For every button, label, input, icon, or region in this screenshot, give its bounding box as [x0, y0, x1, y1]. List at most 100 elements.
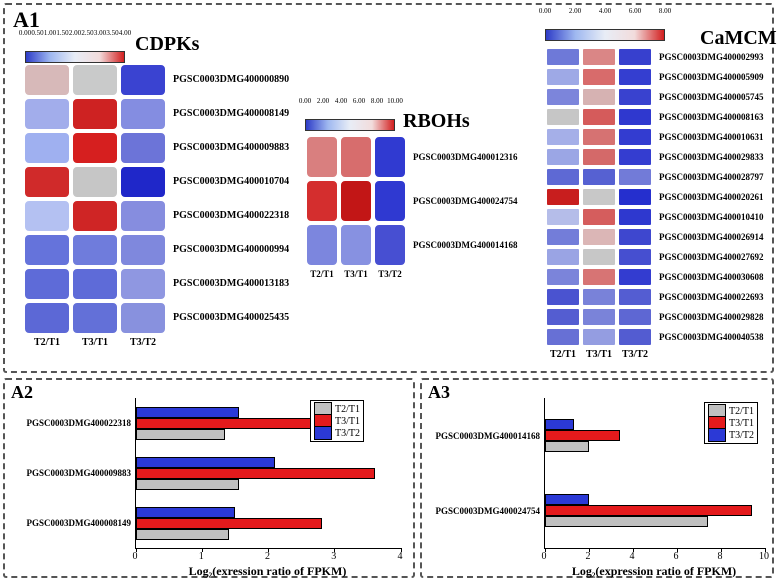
heatmap-row-label: PGSC0003DMG400030608: [659, 272, 764, 282]
heatmap-row-label: PGSC0003DMG400002993: [659, 52, 764, 62]
heatmap-cell: [617, 247, 653, 267]
heatmap-row-label: PGSC0003DMG400027692: [659, 252, 764, 262]
camcml-title: CaMCML: [700, 27, 777, 50]
bar-T3-T2: [136, 457, 275, 468]
heatmap-cell: [339, 223, 373, 267]
legend-ticks: 0.000.501.001.502.002.503.003.504.00: [25, 41, 125, 51]
xtick: 0: [542, 551, 547, 562]
legend-tick: 6.00: [629, 7, 641, 15]
bar-T2-T1: [545, 441, 589, 452]
heatmap-row-label: PGSC0003DMG400028797: [659, 172, 764, 182]
bar-group-label: PGSC0003DMG400009883: [9, 468, 131, 478]
heatmap-col-label: T3/T2: [119, 337, 167, 348]
legend-tick: 2.00: [569, 7, 581, 15]
heatmap-row: [23, 301, 167, 335]
heatmap-cell: [581, 167, 617, 187]
heatmap-col-label: T3/T1: [339, 269, 373, 279]
heatmap-row-label: PGSC0003DMG400014168: [413, 240, 518, 250]
xtick: 2: [265, 551, 270, 562]
heatmap-cell: [305, 135, 339, 179]
legend-tick: 2.50: [81, 29, 93, 37]
cdpk-title: CDPKs: [135, 33, 199, 56]
heatmap-cell: [339, 135, 373, 179]
heatmap-cell: [581, 207, 617, 227]
xtick: 3: [331, 551, 336, 562]
heatmap-cell: [581, 307, 617, 327]
heatmap-cell: [23, 199, 71, 233]
heatmap-cell: [119, 63, 167, 97]
panel-a2: A2 PGSC0003DMG400022318PGSC0003DMG400009…: [3, 378, 415, 578]
legend-bar: [25, 51, 125, 63]
heatmap-cell: [545, 307, 581, 327]
bar-group-label: PGSC0003DMG400008149: [9, 518, 131, 528]
heatmap-row-label: PGSC0003DMG400008149: [173, 108, 289, 119]
heatmap-cell: [23, 233, 71, 267]
rboh-title: RBOHs: [403, 110, 470, 133]
heatmap-cell: [581, 107, 617, 127]
heatmap-cell: [23, 97, 71, 131]
camcml-legend: 0.002.004.006.008.00: [545, 19, 665, 41]
heatmap-row: [23, 131, 167, 165]
legend-tick: 8.00: [371, 97, 383, 105]
heatmap-cell: [71, 199, 119, 233]
xtick: 4: [398, 551, 403, 562]
heatmap-row-label: PGSC0003DMG400000890: [173, 74, 289, 85]
a3-legend: T2/T1T3/T1T3/T2: [704, 402, 758, 444]
legend-tick: 1.00: [44, 29, 56, 37]
heatmap-row: [23, 63, 167, 97]
heatmap-cell: [119, 165, 167, 199]
heatmap-cell: [545, 87, 581, 107]
xtick: 0: [133, 551, 138, 562]
legend-ticks: 0.002.004.006.008.0010.00: [305, 109, 395, 119]
heatmap-row-label: PGSC0003DMG400008163: [659, 112, 764, 122]
panel-a1: A1 CDPKs 0.000.501.001.502.002.503.003.5…: [3, 3, 774, 373]
heatmap-col-label: T2/T1: [305, 269, 339, 279]
heatmap-cell: [581, 187, 617, 207]
legend-label: T3/T1: [335, 416, 360, 427]
bar-T3-T1: [136, 418, 325, 429]
heatmap-row-label: PGSC0003DMG400010410: [659, 212, 764, 222]
heatmap-row-label: PGSC0003DMG400029828: [659, 312, 764, 322]
bar-T3-T1: [136, 468, 375, 479]
heatmap-cell: [119, 199, 167, 233]
heatmap-cell: [545, 47, 581, 67]
bar-T3-T2: [545, 494, 589, 505]
heatmap-row: [545, 207, 653, 227]
heatmap-row: [305, 223, 407, 267]
heatmap-cell: [617, 267, 653, 287]
bar-T2-T1: [136, 479, 239, 490]
heatmap-row: [545, 67, 653, 87]
heatmap-row: [305, 135, 407, 179]
heatmap-cell: [71, 267, 119, 301]
panel-a3: A3 PGSC0003DMG400014168PGSC0003DMG400024…: [420, 378, 774, 578]
bar-T2-T1: [136, 529, 229, 540]
heatmap-row-label: PGSC0003DMG400009883: [173, 142, 289, 153]
legend-tick: 0.00: [539, 7, 551, 15]
legend-label: T3/T1: [729, 418, 754, 429]
legend-tick: 0.50: [31, 29, 43, 37]
panel-a3-label: A3: [428, 382, 450, 403]
heatmap-cell: [23, 267, 71, 301]
heatmap-row: [23, 165, 167, 199]
xtick: 4: [630, 551, 635, 562]
heatmap-cell: [581, 47, 617, 67]
heatmap-col-label: T2/T1: [23, 337, 71, 348]
heatmap-row: [545, 247, 653, 267]
heatmap-cell: [305, 179, 339, 223]
legend-label: T2/T1: [335, 404, 360, 415]
heatmap-cell: [119, 131, 167, 165]
heatmap-row: [545, 227, 653, 247]
legend-swatch: [314, 426, 332, 440]
heatmap-cell: [617, 47, 653, 67]
heatmap-cell: [71, 63, 119, 97]
legend-tick: 10.00: [387, 97, 403, 105]
heatmap-cell: [617, 227, 653, 247]
bar-T3-T1: [136, 518, 322, 529]
bar-T2-T1: [136, 429, 225, 440]
heatmap-cell: [617, 67, 653, 87]
xtick: 2: [586, 551, 591, 562]
heatmap-row: [23, 199, 167, 233]
heatmap-row-label: PGSC0003DMG400005745: [659, 92, 764, 102]
legend-tick: 1.50: [56, 29, 68, 37]
heatmap-cell: [119, 97, 167, 131]
